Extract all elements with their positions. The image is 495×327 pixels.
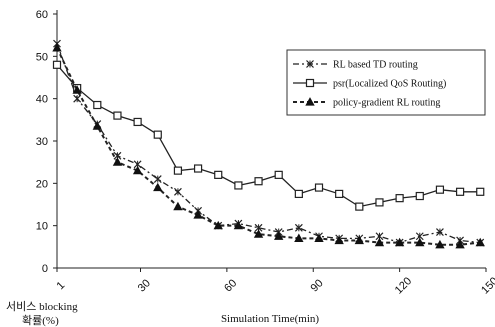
- x-tick-label: 90: [309, 277, 326, 294]
- data-point: [475, 237, 485, 247]
- data-point: [274, 231, 284, 240]
- legend-marker: [305, 97, 315, 106]
- legend-marker: [305, 78, 315, 88]
- data-point: [214, 170, 223, 179]
- data-point: [314, 183, 324, 192]
- x-axis-label: Simulation Time(min): [221, 313, 319, 325]
- data-point: [132, 165, 143, 175]
- x-tick-label: 150: [479, 275, 495, 296]
- series-line: [56, 64, 481, 208]
- y-axis-label: 서비스 blocking 확률(%): [6, 300, 78, 327]
- y-tick-label: 20: [36, 178, 48, 190]
- data-point: [173, 201, 183, 211]
- x-tick-label: 120: [393, 275, 414, 296]
- data-point: [374, 237, 385, 247]
- y-tick-label: 0: [42, 263, 48, 275]
- data-point: [354, 235, 364, 245]
- legend: RL based TD routing psr(Localized QoS Rou…: [286, 49, 486, 116]
- data-point: [174, 187, 182, 196]
- data-point: [476, 187, 485, 196]
- data-point: [435, 185, 445, 194]
- data-point: [274, 170, 283, 179]
- data-point: [294, 233, 304, 242]
- y-tick-label: 60: [36, 9, 48, 21]
- data-point: [294, 189, 303, 199]
- plot-area: [52, 39, 485, 249]
- y-tick-label: 10: [36, 221, 48, 233]
- data-point: [455, 239, 465, 249]
- data-point: [112, 157, 123, 166]
- series-3: [52, 43, 485, 249]
- data-point: [93, 100, 102, 110]
- data-point: [254, 177, 263, 186]
- x-tick-label: 1: [54, 279, 67, 292]
- data-point: [173, 166, 183, 175]
- data-point: [153, 130, 162, 139]
- legend-label: psr(Localized QoS Routing): [333, 79, 446, 90]
- data-point: [435, 239, 445, 249]
- data-point: [133, 117, 142, 127]
- data-point: [193, 210, 203, 219]
- data-point: [73, 94, 82, 103]
- y-tick-label: 30: [36, 136, 48, 148]
- data-point: [52, 60, 62, 69]
- x-tick-label: 30: [136, 277, 153, 294]
- data-point: [72, 85, 82, 94]
- data-point: [153, 175, 162, 184]
- x-tick-label: 60: [222, 277, 239, 294]
- data-point: [394, 237, 405, 247]
- data-point: [436, 228, 444, 236]
- y-tick-label: 50: [36, 51, 48, 63]
- data-point: [153, 182, 163, 192]
- series-2: [52, 60, 485, 211]
- data-point: [294, 223, 303, 232]
- data-point: [415, 191, 424, 201]
- data-point: [233, 220, 244, 230]
- legend-entry: psr(Localized QoS Routing): [293, 79, 446, 90]
- legend-entry: RL based TD routing: [293, 60, 418, 71]
- data-point: [213, 220, 223, 230]
- legend-marker: [306, 60, 314, 68]
- data-point: [234, 181, 243, 190]
- legend-label: RL based TD routing: [333, 60, 418, 71]
- data-point: [314, 233, 324, 242]
- y-tick-label: 40: [36, 94, 48, 106]
- data-point: [415, 237, 425, 247]
- data-point: [334, 235, 344, 245]
- data-point: [335, 189, 344, 199]
- data-point: [113, 111, 122, 120]
- data-point: [455, 187, 465, 196]
- data-point: [52, 43, 62, 52]
- series-line: [56, 47, 481, 246]
- data-point: [193, 164, 203, 173]
- data-point: [253, 229, 264, 238]
- data-point: [355, 202, 364, 211]
- legend-label: policy-gradient RL routing: [333, 98, 440, 109]
- series-line: [56, 43, 481, 244]
- data-point: [395, 194, 404, 203]
- legend-entry: policy-gradient RL routing: [293, 97, 440, 109]
- data-point: [92, 121, 102, 130]
- data-point: [375, 198, 384, 207]
